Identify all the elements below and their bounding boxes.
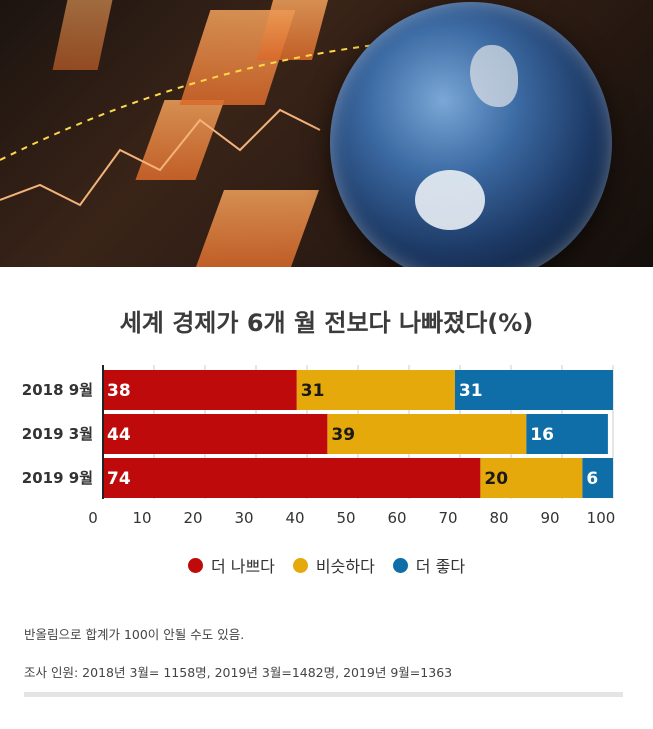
chart-title: 세계 경제가 6개 월 전보다 나빠졌다(%) (119, 309, 534, 337)
category-label-0: 2018 9월 (22, 381, 93, 399)
banner-image (0, 0, 653, 267)
chart-plot: 38 31 31 2018 9월 44 39 16 2019 3월 74 20 6 2019 9월 0 1… (22, 365, 616, 527)
data-label-1-0: 44 (107, 425, 131, 445)
bar-2-0 (103, 458, 481, 498)
x-tick-label-0: 0 (88, 509, 98, 527)
data-label-2-1: 20 (484, 469, 508, 489)
legend-label-1: 비슷하다 (315, 557, 375, 576)
legend-swatch-1 (292, 557, 308, 573)
globe-landmass-2 (470, 45, 518, 107)
legend-swatch-0 (187, 557, 203, 573)
chart-legend: 더 나쁘다 비슷하다 더 좋다 (0, 553, 653, 577)
bar-1-0 (103, 414, 328, 454)
legend-item-2: 더 좋다 (392, 553, 466, 577)
rounding-note: 반올림으로 합계가 100이 안될 수도 있음. (24, 627, 245, 642)
data-label-0-2: 31 (459, 381, 483, 401)
x-tick-label-10: 10 (132, 509, 151, 527)
x-tick-label-70: 70 (438, 509, 457, 527)
banner-line-chart (0, 39, 421, 207)
x-tick-label-100: 100 (587, 509, 616, 527)
x-tick-label-50: 50 (336, 509, 355, 527)
bar-0-1 (296, 370, 455, 410)
legend-item-1: 비슷하다 (292, 553, 375, 577)
x-tick-label-40: 40 (285, 509, 304, 527)
bar-1-1 (327, 414, 527, 454)
bar-1-2 (526, 414, 608, 454)
bar-0-2 (454, 370, 613, 410)
data-label-0-1: 31 (301, 381, 325, 401)
x-tick-label-30: 30 (234, 509, 253, 527)
data-label-2-0: 74 (107, 469, 131, 489)
globe-icon (330, 2, 612, 267)
bar-0-0 (103, 370, 297, 410)
legend-label-2: 더 좋다 (415, 557, 466, 576)
x-tick-label-20: 20 (183, 509, 202, 527)
data-label-2-2: 6 (586, 469, 598, 489)
bar-2-2 (582, 458, 613, 498)
data-label-0-0: 38 (107, 381, 131, 401)
globe-landmass (415, 170, 485, 230)
data-label-1-2: 16 (530, 425, 554, 445)
legend-label-0: 더 나쁘다 (210, 557, 275, 576)
sample-size-note: 조사 인원: 2018년 3월= 1158명, 2019년 3월=1482명, … (24, 665, 453, 680)
divider (24, 692, 623, 697)
legend-swatch-2 (392, 557, 408, 573)
bar-2-1 (480, 458, 583, 498)
legend-item-0: 더 나쁘다 (187, 553, 275, 577)
x-tick-label-80: 80 (489, 509, 508, 527)
x-tick-label-90: 90 (540, 509, 559, 527)
data-label-1-1: 39 (331, 425, 355, 445)
category-label-1: 2019 3월 (22, 425, 93, 443)
category-label-2: 2019 9월 (22, 469, 93, 487)
x-tick-label-60: 60 (387, 509, 406, 527)
